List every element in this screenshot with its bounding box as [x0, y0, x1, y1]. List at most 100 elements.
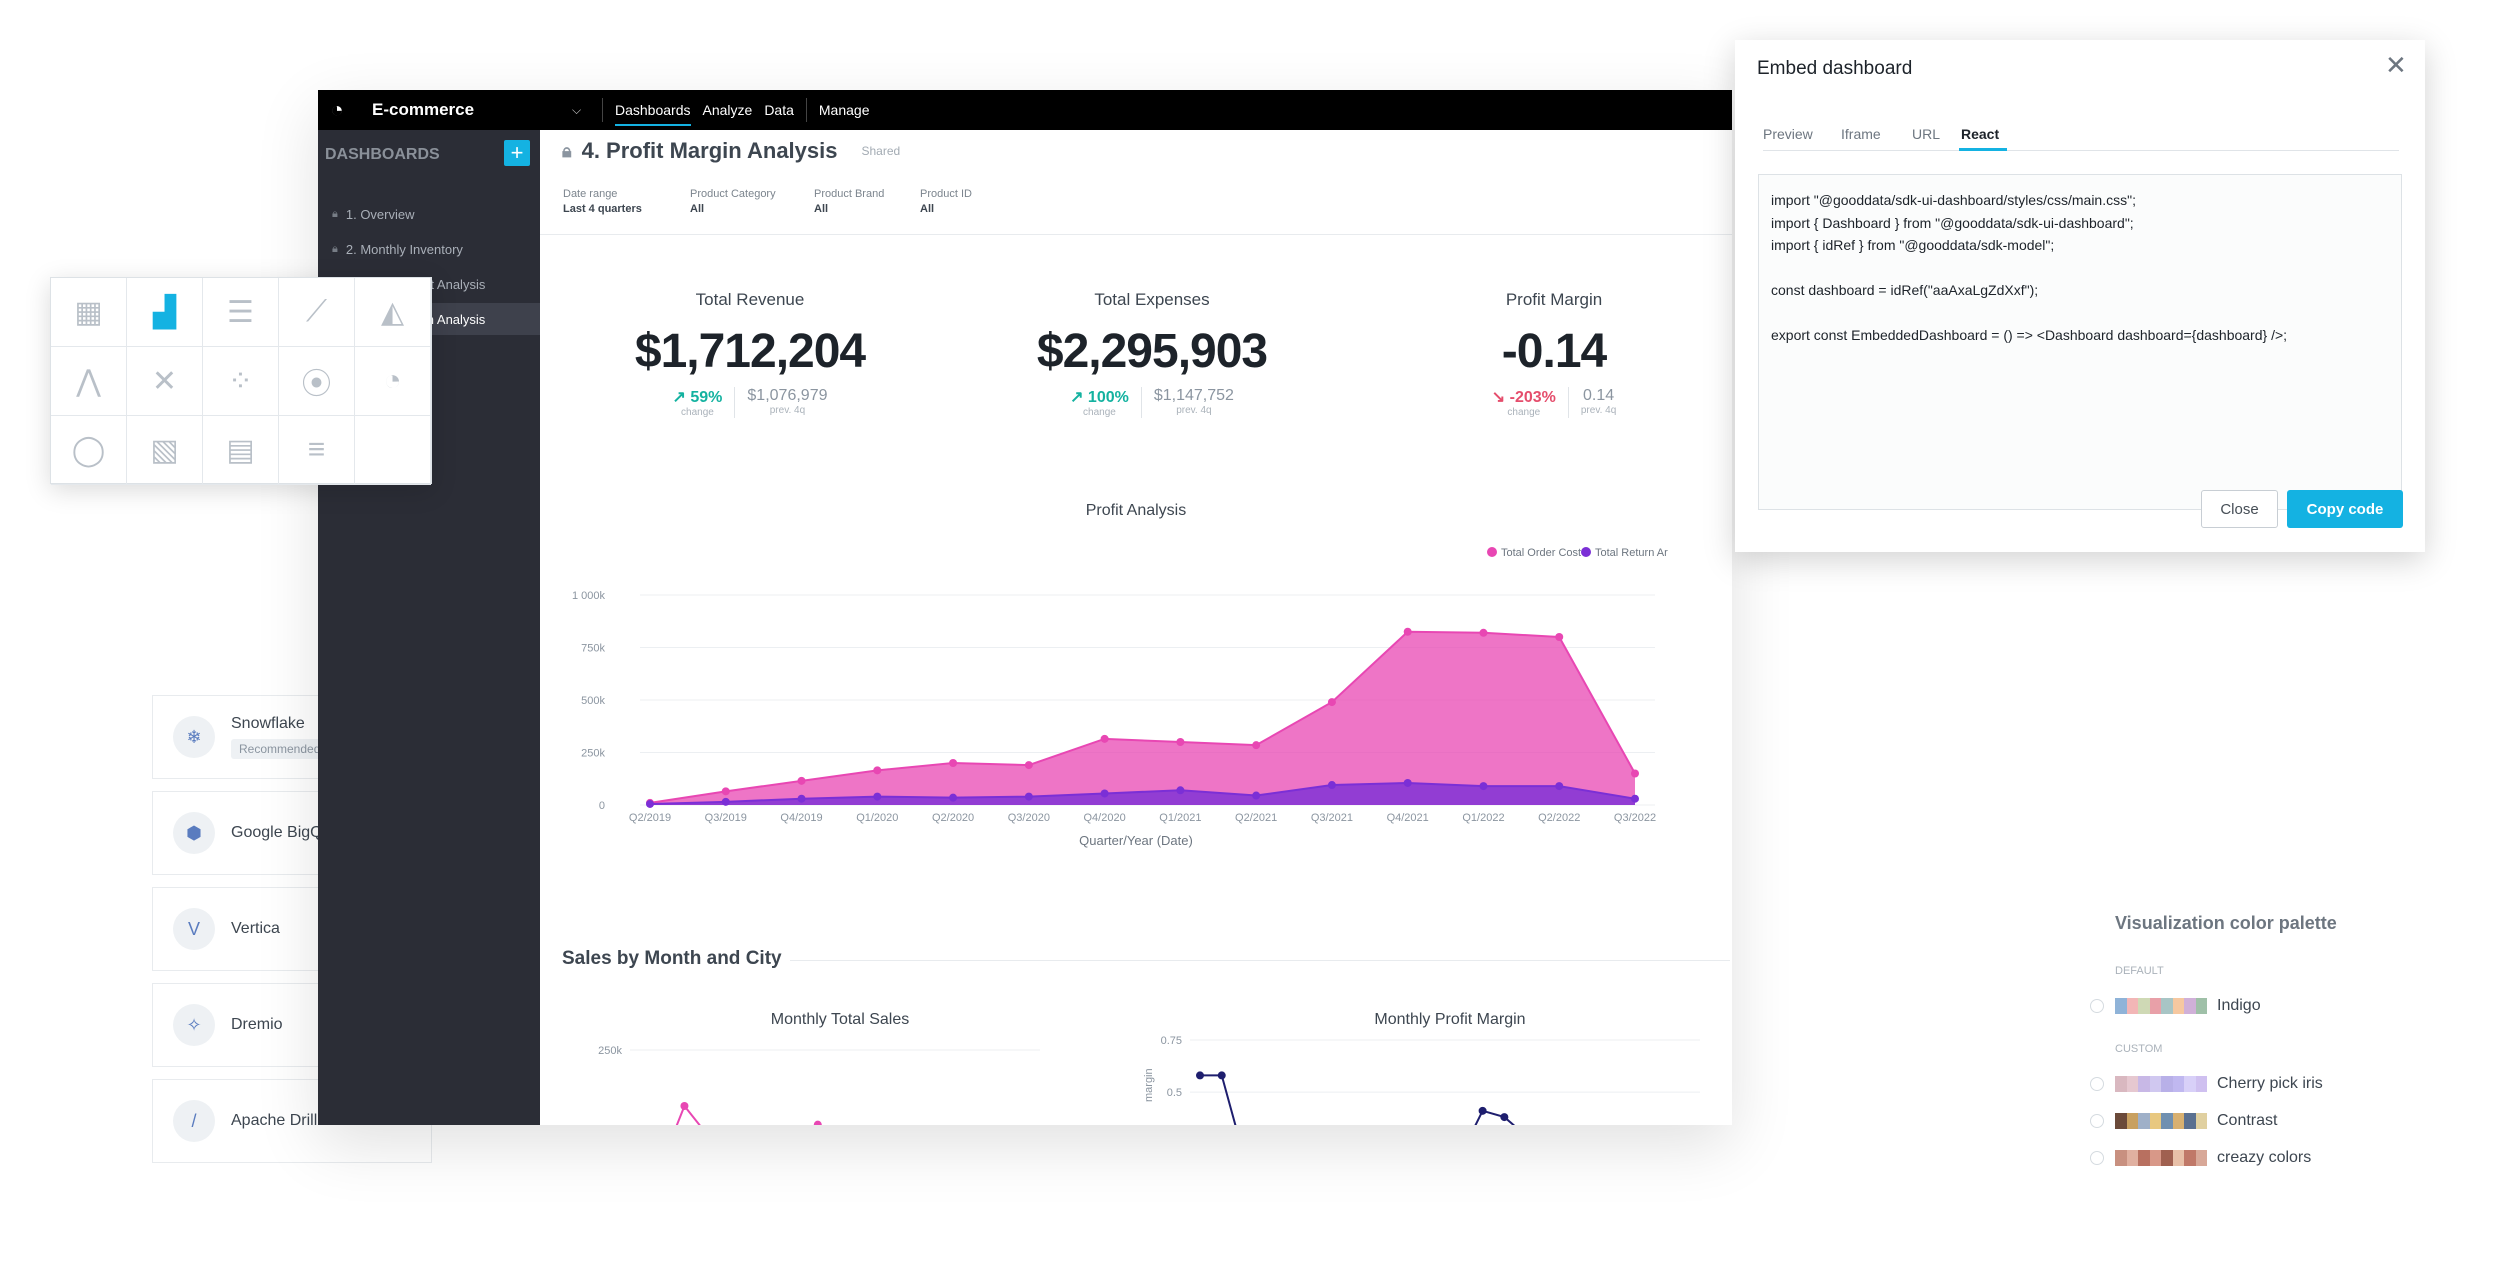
x-tick-label: Q1/2022 — [1462, 812, 1504, 824]
data-point[interactable] — [1327, 698, 1336, 707]
tab-url[interactable]: URL — [1912, 126, 1941, 142]
tab-iframe[interactable]: Iframe — [1841, 126, 1881, 142]
tab-react[interactable]: React — [1961, 126, 2000, 142]
legend-label[interactable]: Total Return Ar — [1595, 547, 1668, 559]
y-tick-label: 500k — [581, 695, 605, 707]
gooddata-logo-icon[interactable]: ◔ — [330, 97, 344, 122]
empty-cell — [355, 416, 431, 485]
data-point[interactable] — [1403, 778, 1412, 787]
data-point[interactable] — [1555, 633, 1564, 641]
kpi-divider — [1140, 387, 1142, 418]
data-point[interactable] — [721, 797, 730, 806]
copy-code-button[interactable]: Copy code — [2287, 490, 2403, 528]
combo-chart-icon[interactable]: ⋀ — [51, 347, 127, 416]
data-point[interactable] — [1176, 738, 1185, 746]
data-point[interactable] — [949, 793, 958, 802]
data-point[interactable] — [1217, 1071, 1226, 1080]
data-point[interactable] — [873, 792, 882, 801]
palette-option[interactable]: creazy colors — [2090, 1149, 2311, 1167]
palette-radio[interactable] — [2090, 1114, 2104, 1128]
tab-divider — [1763, 150, 2399, 151]
arrow-down-icon: ↘ — [1491, 389, 1510, 406]
chart-title: Monthly Profit Margin — [1374, 1011, 1525, 1028]
bubble-icon[interactable]: ⦿ — [279, 347, 355, 416]
area-chart-icon[interactable]: ◭ — [355, 278, 431, 347]
data-point[interactable] — [1479, 782, 1488, 791]
data-point[interactable] — [1024, 761, 1033, 770]
data-point[interactable] — [721, 787, 730, 796]
pie-icon[interactable]: ◔ — [355, 347, 431, 416]
filter-date-range[interactable]: Date range Last 4 quarters — [563, 188, 642, 215]
data-point[interactable] — [1403, 627, 1412, 636]
data-point[interactable] — [646, 799, 654, 808]
filter-product-id[interactable]: Product ID All — [920, 188, 972, 215]
filter-label: Product ID — [920, 188, 972, 200]
kpi-change-label: change — [1083, 407, 1116, 418]
bullet-icon[interactable]: ✕ — [127, 347, 203, 416]
data-point[interactable] — [1631, 769, 1639, 778]
scatter-icon[interactable]: ⁘ — [203, 347, 279, 416]
embed-dashboard-dialog: Embed dashboard ✕ Preview Iframe URL Rea… — [1735, 40, 2425, 552]
data-point[interactable] — [1024, 792, 1033, 801]
data-point[interactable] — [873, 766, 882, 775]
legend-label[interactable]: Total Order Cost — [1501, 547, 1581, 559]
palette-radio[interactable] — [2090, 1077, 2104, 1091]
data-point[interactable] — [797, 794, 806, 803]
palette-radio[interactable] — [2090, 999, 2104, 1013]
dialog-title: Embed dashboard — [1757, 58, 1913, 79]
filter-value: Last 4 quarters — [563, 203, 642, 215]
nav-dashboards[interactable]: Dashboards — [615, 90, 691, 130]
sidebar-item-overview[interactable]: 🔒︎ 1. Overview — [318, 198, 540, 230]
data-point[interactable] — [1252, 791, 1261, 800]
treemap-icon[interactable]: ▧ — [127, 416, 203, 485]
data-point[interactable] — [1100, 734, 1109, 743]
embed-code-box[interactable]: import "@gooddata/sdk-ui-dashboard/style… — [1758, 174, 2402, 510]
palette-option[interactable]: Indigo — [2090, 997, 2261, 1015]
donut-icon[interactable]: ◯ — [51, 416, 127, 485]
nav-data[interactable]: Data — [764, 102, 794, 118]
close-button[interactable]: Close — [2201, 490, 2278, 528]
nav-manage[interactable]: Manage — [818, 102, 870, 118]
tab-preview[interactable]: Preview — [1763, 126, 1813, 142]
sidebar-item-monthly-inventory[interactable]: 🔒︎ 2. Monthly Inventory — [318, 233, 540, 265]
pivot-table-icon[interactable]: ▤ — [203, 416, 279, 485]
workspace-name[interactable]: E-commerce — [372, 100, 475, 119]
kpi-previous-value: 0.14 — [1582, 387, 1615, 404]
chevron-down-icon[interactable]: ⌵ — [572, 102, 582, 117]
bar-chart-icon[interactable]: ▟ — [127, 278, 203, 347]
data-point[interactable] — [813, 1120, 822, 1125]
headline-icon[interactable]: ≡ — [279, 416, 355, 485]
filter-product-brand[interactable]: Product Brand All — [814, 188, 884, 215]
x-tick-label: Q1/2020 — [856, 812, 898, 824]
data-point[interactable] — [1100, 789, 1109, 798]
sidebar-header: DASHBOARDS — [325, 146, 440, 163]
data-point[interactable] — [1176, 786, 1185, 795]
data-point[interactable] — [1252, 741, 1261, 750]
palette-radio[interactable] — [2090, 1151, 2104, 1165]
shared-badge: Shared — [861, 144, 901, 158]
close-icon[interactable]: ✕ — [2385, 50, 2407, 80]
data-point[interactable] — [1479, 628, 1488, 637]
data-point[interactable] — [797, 776, 806, 785]
palette-option[interactable]: Cherry pick iris — [2090, 1075, 2323, 1093]
add-dashboard-button[interactable]: + — [504, 140, 530, 166]
palette-swatch — [2115, 1150, 2207, 1166]
data-point[interactable] — [1631, 794, 1639, 803]
data-point[interactable] — [1555, 782, 1564, 791]
table-icon[interactable]: ▦ — [51, 278, 127, 347]
data-point[interactable] — [1500, 1113, 1509, 1122]
bar-horizontal-icon[interactable]: ☰ — [203, 278, 279, 347]
data-point[interactable] — [680, 1102, 689, 1110]
data-point[interactable] — [949, 759, 958, 767]
x-tick-label: Q4/2021 — [1387, 812, 1429, 824]
filter-product-category[interactable]: Product Category All — [690, 188, 776, 215]
line-chart-icon[interactable]: ⟋ — [279, 278, 355, 347]
data-point[interactable] — [1196, 1071, 1204, 1080]
data-point[interactable] — [1478, 1106, 1487, 1115]
data-point[interactable] — [1327, 781, 1336, 790]
visualization-picker: ▦ ▟ ☰ ⟋ ◭ ⋀ ✕ ⁘ ⦿ ◔ ◯ ▧ ▤ ≡ — [50, 277, 432, 485]
nav-analyze[interactable]: Analyze — [702, 102, 753, 118]
palette-option[interactable]: Contrast — [2090, 1112, 2277, 1130]
kpi-divider — [1567, 387, 1569, 418]
x-tick-label: Q2/2022 — [1538, 812, 1580, 824]
